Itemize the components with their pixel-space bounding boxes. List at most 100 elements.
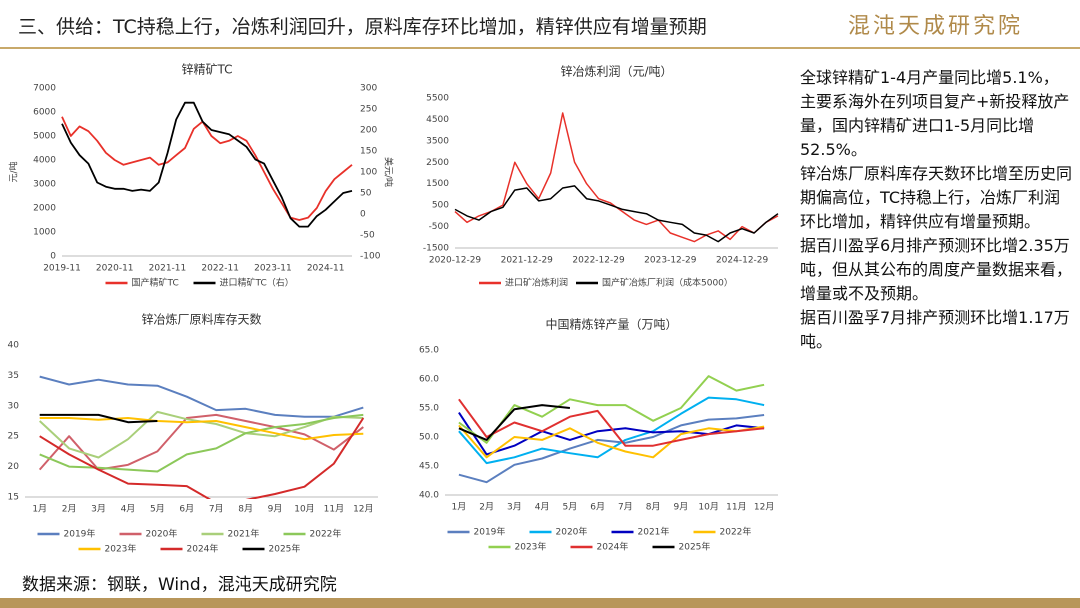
- series-line: [458, 398, 765, 447]
- y-tick-label: 4000: [33, 156, 56, 166]
- series-line: [458, 414, 765, 484]
- y-tick-label: 7000: [33, 84, 56, 94]
- y-tick-label: -1500: [423, 244, 449, 254]
- x-tick-label: 3月: [507, 502, 522, 513]
- legend-label: 进口精矿TC（右）: [220, 277, 294, 289]
- x-tick-label: 2020-11: [96, 264, 134, 274]
- legend-label: 2020年: [146, 528, 178, 540]
- legend-label: 2025年: [679, 541, 711, 553]
- x-tick-label: 8月: [238, 504, 253, 515]
- y2-tick-label: 50: [360, 189, 372, 199]
- y-tick-label: 2000: [33, 204, 56, 214]
- legend-label: 2024年: [597, 541, 629, 553]
- series-line: [39, 417, 365, 499]
- x-tick-label: 2024-11: [307, 264, 345, 274]
- y-tick-label: 0: [50, 252, 56, 262]
- chart-title: 中国精炼锌产量（万吨）: [545, 317, 677, 332]
- legend-label: 2022年: [310, 528, 342, 540]
- y-tick-label: 3500: [426, 136, 449, 146]
- x-tick-label: 12月: [754, 502, 774, 513]
- x-tick-label: 11月: [324, 504, 344, 515]
- y-tick-label: -500: [429, 222, 450, 232]
- y2-axis-label: 美元/吨: [383, 157, 395, 187]
- series-line: [39, 375, 364, 418]
- y-tick-label: 15: [8, 493, 19, 503]
- x-tick-label: 2024-12-29: [716, 256, 769, 266]
- x-tick-label: 5月: [563, 502, 578, 513]
- y-axis-label: 元/吨: [8, 161, 20, 182]
- chart-title: 锌精矿TC: [181, 63, 232, 77]
- note: 锌冶炼厂原料库存天数环比增至历史同期偏高位，TC持稳上行，冶炼厂利润环比增加，精…: [800, 164, 1073, 231]
- y-tick-label: 1000: [33, 228, 56, 238]
- x-tick-label: 2021-11: [149, 264, 187, 274]
- legend-label: 2019年: [64, 528, 96, 540]
- series-line: [458, 424, 765, 459]
- source: 数据来源：钢联，Wind，混沌天成研究院: [22, 575, 337, 595]
- x-tick-label: 9月: [268, 504, 283, 515]
- x-tick-label: 2019-11: [43, 264, 81, 274]
- y-tick-label: 3000: [33, 180, 56, 190]
- y-tick-label: 60.0: [419, 375, 439, 385]
- x-tick-label: 12月: [353, 504, 373, 515]
- x-tick-label: 6月: [590, 502, 605, 513]
- x-tick-label: 4月: [535, 502, 550, 513]
- legend-label: 2023年: [515, 541, 547, 553]
- y2-tick-label: -50: [360, 231, 375, 241]
- header-rule: [0, 47, 1080, 49]
- x-tick-label: 1月: [452, 502, 467, 513]
- legend-label: 2022年: [720, 526, 752, 538]
- y-tick-label: 30: [8, 401, 20, 411]
- y-tick-label: 35: [8, 371, 19, 381]
- footer-band: [0, 598, 1080, 608]
- slide-title: 三、供给：TC持稳上行，冶炼利润回升，原料库存环比增加，精锌供应有增量预期: [18, 16, 707, 38]
- chart-title: 锌冶炼厂原料库存天数: [141, 312, 261, 327]
- legend-label: 2023年: [105, 543, 137, 555]
- y2-tick-label: 300: [360, 84, 377, 94]
- x-tick-label: 2022-11: [201, 264, 239, 274]
- y-tick-label: 40.0: [419, 491, 439, 501]
- series-line: [39, 417, 364, 441]
- x-tick-label: 2023-12-29: [644, 256, 697, 266]
- legend-label: 2019年: [474, 526, 506, 538]
- legend-label: 2021年: [638, 526, 670, 538]
- x-tick-label: 1月: [32, 504, 47, 515]
- series-line: [454, 112, 779, 243]
- x-tick-label: 10月: [294, 504, 314, 515]
- y-tick-label: 4500: [426, 115, 449, 125]
- series-line: [458, 396, 765, 465]
- logo: 混沌天成研究院: [848, 14, 1024, 39]
- x-tick-label: 7月: [209, 504, 224, 515]
- y-tick-label: 500: [432, 201, 449, 211]
- x-tick-label: 4月: [121, 504, 136, 515]
- x-tick-label: 3月: [91, 504, 106, 515]
- x-tick-label: 5月: [150, 504, 165, 515]
- legend-label: 国产矿冶炼厂利润（成本5000）: [602, 277, 733, 289]
- y2-tick-label: 0: [360, 210, 366, 220]
- x-tick-label: 2020-12-29: [429, 256, 482, 266]
- note: 全球锌精矿1-4月产量同比增5.1%，主要系海外在列项目复产+新投释放产量，国内…: [800, 68, 1070, 159]
- x-tick-label: 7月: [618, 502, 633, 513]
- y-tick-label: 25: [8, 432, 19, 442]
- x-tick-label: 2022-12-29: [572, 256, 625, 266]
- legend-label: 2024年: [187, 543, 219, 555]
- note: 据百川盈孚6月排产预测环比增2.35万吨，但从其公布的周度产量数据来看，增量或不…: [800, 236, 1073, 303]
- y2-tick-label: 150: [360, 147, 377, 157]
- y2-tick-label: 100: [360, 168, 377, 178]
- y2-tick-label: 200: [360, 126, 377, 136]
- y-tick-label: 50.0: [419, 433, 439, 443]
- series-line: [458, 404, 571, 441]
- legend-label: 2021年: [228, 528, 260, 540]
- note: 据百川盈孚7月排产预测环比增1.17万吨。: [800, 308, 1070, 351]
- y-tick-label: 55.0: [419, 404, 439, 414]
- series-line: [61, 101, 353, 228]
- series-line: [454, 185, 779, 243]
- series-line: [61, 116, 353, 221]
- x-tick-label: 9月: [674, 502, 689, 513]
- legend-label: 进口矿冶炼利润: [505, 277, 568, 289]
- y2-tick-label: -100: [360, 252, 381, 262]
- x-tick-label: 11月: [726, 502, 746, 513]
- series-line: [38, 413, 364, 471]
- x-tick-label: 10月: [698, 502, 718, 513]
- legend-label: 2020年: [556, 526, 588, 538]
